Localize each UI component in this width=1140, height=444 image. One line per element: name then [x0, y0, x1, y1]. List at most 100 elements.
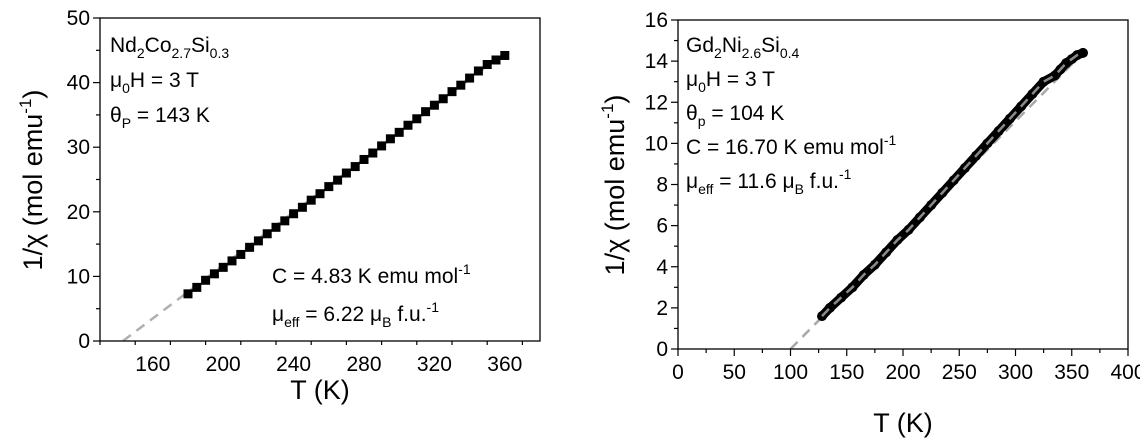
data-series	[183, 50, 510, 299]
annotation-part: = 143 K	[131, 104, 210, 127]
annotation-part: H = 3 T	[706, 68, 775, 91]
chart-panel-2: 0 50 100 150 200 250 300 350 400 0 2 4 6 8 10 12 14 16 T (…	[598, 9, 1140, 438]
data-series	[817, 47, 1088, 322]
x-tick-label: 400	[1110, 361, 1140, 384]
x-axis-title: T (K)	[873, 408, 933, 438]
annotation-line: μ0​H = 3 T	[110, 69, 199, 96]
y-tick-label: 30	[67, 136, 90, 159]
annotation-part: Co	[145, 34, 172, 57]
x-axis-title: T (K)	[290, 375, 350, 405]
annotation-part: Nd	[110, 34, 137, 57]
annotation-part: χ	[18, 234, 48, 248]
annotation-part: (mol emu	[18, 114, 48, 234]
annotation-part: χ	[600, 239, 630, 253]
annotation-part: 2	[137, 45, 145, 61]
x-tick-label: 350	[1054, 361, 1089, 384]
annotation-line: μeff​ = 6.22 μB​ f.u.-1​	[272, 299, 439, 330]
annotation-part: Si	[761, 34, 780, 57]
annotation-part: f.u.	[804, 170, 839, 193]
annotation-part: μ	[110, 69, 122, 92]
annotation-line: θP​ = 143 K	[110, 104, 210, 131]
y-tick-label: 6	[656, 215, 668, 238]
y-tick-label: 0	[78, 330, 90, 353]
annotation-part: -1	[458, 261, 471, 277]
y-tick-label: 2	[656, 297, 668, 320]
annotation-part: C = 16.70 K emu mol	[686, 136, 884, 159]
annotation-line: θp​ = 104 K	[686, 102, 784, 129]
y-tick-label: 20	[67, 201, 90, 224]
y-tick-label: 12	[645, 91, 668, 114]
annotation-part: eff	[284, 314, 299, 330]
annotation-part: μ	[686, 68, 698, 91]
plot-frame	[99, 17, 541, 342]
annotation-part: = 104 K	[705, 102, 784, 125]
annotation-part: P	[122, 115, 131, 131]
annotation-part: μ	[272, 303, 284, 326]
annotation-part: 2.6	[742, 45, 762, 61]
annotation-part: -1	[427, 299, 440, 315]
annotation-part: θ	[686, 102, 698, 125]
y-tick-label: 10	[645, 132, 668, 155]
x-tick-label: 360	[487, 353, 522, 376]
y-tick-label: 8	[656, 174, 668, 197]
annotation-part: C = 4.83 K emu mol	[272, 265, 458, 288]
annotation-part: f.u.	[392, 303, 427, 326]
y-axis-title-end: )	[600, 95, 630, 104]
y-tick-label: 16	[645, 9, 668, 32]
annotation-line: C = 16.70 K emu mol-1​	[686, 132, 897, 159]
y-tick-label: 14	[645, 50, 669, 73]
x-tick-label: 300	[998, 361, 1033, 384]
annotation-part: eff	[698, 181, 713, 197]
annotation-part: θ	[110, 104, 122, 127]
annotation-part: Ni	[722, 34, 742, 57]
y-tick-label: 4	[656, 256, 668, 279]
x-tick-label: 200	[885, 361, 920, 384]
x-tick-label: 200	[206, 353, 241, 376]
y-axis-title-sup: -1	[16, 99, 35, 114]
annotation-line: Gd2​Ni2.6​Si0.4​	[686, 34, 799, 61]
annotation-part: 1/	[600, 252, 630, 275]
x-tick-label: 280	[346, 353, 381, 376]
annotation-part: -1	[839, 166, 852, 182]
y-tick-label: 50	[67, 7, 90, 30]
annotation-part: Si	[191, 34, 210, 57]
annotation-part: (mol emu	[600, 119, 630, 239]
annotation-part: Gd	[686, 34, 714, 57]
x-tick-label: 320	[417, 353, 452, 376]
y-axis-title: 1/χ (mol emu-1)	[16, 90, 48, 271]
x-tick-label: 250	[942, 361, 977, 384]
annotation-part: H = 3 T	[130, 69, 199, 92]
annotation-part: p	[698, 113, 706, 129]
x-tick-label: 150	[829, 361, 864, 384]
fit-overlay	[821, 51, 1084, 317]
y-axis-title-sup: -1	[598, 104, 617, 119]
annotation-part: B	[795, 181, 804, 197]
y-axis-title-end: )	[18, 90, 48, 99]
x-tick-label: 0	[672, 361, 684, 384]
x-tick-label: 240	[276, 353, 311, 376]
annotation-part: -1	[884, 132, 897, 148]
y-axis-title: 1/χ (mol emu-1)	[598, 95, 630, 276]
annotation-part: μ	[686, 170, 698, 193]
y-tick-label: 0	[656, 338, 668, 361]
y-tick-label: 10	[67, 265, 90, 288]
annotation-part: 0.3	[210, 45, 230, 61]
annotation-part: 0	[698, 79, 706, 95]
annotation-line: μeff​ = 11.6 μB​ f.u.-1​	[686, 166, 852, 197]
x-tick-label: 50	[723, 361, 746, 384]
annotation-part: 2.7	[172, 45, 192, 61]
annotation-part: 1/	[18, 247, 48, 270]
annotation-line: Nd2​Co2.7​Si0.3​	[110, 34, 229, 61]
annotation-part: 2	[714, 45, 722, 61]
annotation-part: B	[382, 314, 391, 330]
x-tick-label: 160	[135, 353, 170, 376]
annotation-line: μ0​H = 3 T	[686, 68, 775, 95]
y-tick-label: 40	[67, 72, 90, 95]
x-tick-label: 100	[773, 361, 808, 384]
annotation-part: 0	[122, 80, 130, 96]
annotation-part: = 11.6 μ	[713, 170, 794, 193]
annotation-line: C = 4.83 K emu mol-1​	[272, 261, 471, 288]
